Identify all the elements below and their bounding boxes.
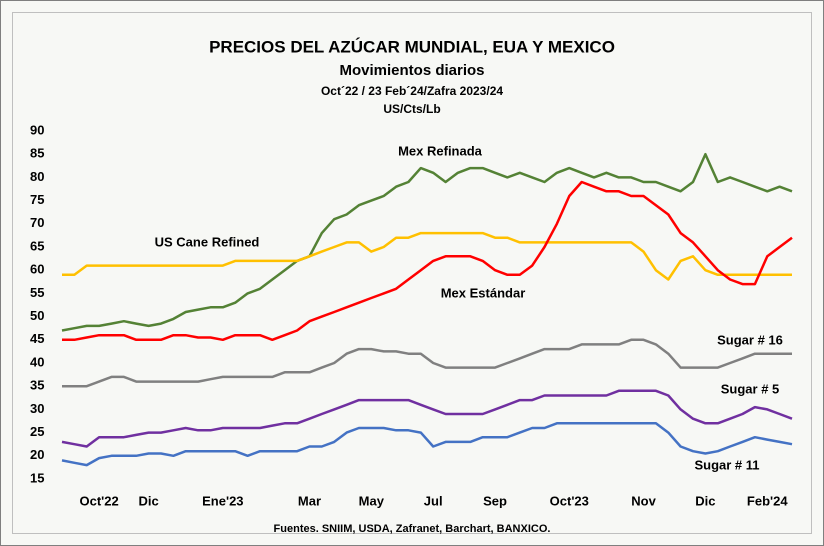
y-tick-label: 45 <box>30 331 44 346</box>
series-label: Sugar # 16 <box>717 332 783 347</box>
y-tick-label: 20 <box>30 447 44 462</box>
x-tick-label: Mar <box>298 493 321 508</box>
y-tick-label: 55 <box>30 285 44 300</box>
x-tick-label: Dic <box>138 493 158 508</box>
x-tick-label: Oct'23 <box>550 493 589 508</box>
y-tick-label: 25 <box>30 424 44 439</box>
series-label: Mex Refinada <box>398 143 483 158</box>
series-label: US Cane Refined <box>155 234 260 249</box>
series-line <box>61 422 793 467</box>
x-tick-label: Dic <box>695 493 715 508</box>
x-tick-label: Oct'22 <box>80 493 119 508</box>
y-tick-label: 65 <box>30 238 44 253</box>
series-line <box>61 389 793 448</box>
series-label: Sugar # 5 <box>721 381 780 396</box>
y-tick-label: 60 <box>30 262 44 277</box>
y-tick-label: 50 <box>30 308 44 323</box>
period: Oct´22 / 23 Feb´24/Zafra 2023/24 <box>321 84 503 98</box>
series-line <box>62 231 792 281</box>
source: Fuentes. SNIIM, USDA, Zafranet, Barchart… <box>274 523 551 535</box>
x-tick-label: Ene'23 <box>202 493 243 508</box>
x-tick-label: Sep <box>483 493 507 508</box>
series-label: Sugar # 11 <box>694 457 759 472</box>
series-line <box>62 338 792 388</box>
chart-subtitle: Movimientos diarios <box>339 62 484 79</box>
x-tick-label: Jul <box>424 493 443 508</box>
x-tick-label: Nov <box>631 493 656 508</box>
y-tick-label: 70 <box>30 215 44 230</box>
series-line <box>62 180 793 342</box>
plot-frame <box>12 12 812 534</box>
series-line <box>61 152 793 332</box>
units: US/Cts/Lb <box>383 102 440 116</box>
y-tick-label: 85 <box>30 146 44 161</box>
y-tick-label: 35 <box>30 378 44 393</box>
chart-title: PRECIOS DEL AZÚCAR MUNDIAL, EUA Y MEXICO <box>209 37 615 56</box>
y-tick-label: 30 <box>30 401 44 416</box>
y-tick-label: 90 <box>30 122 44 137</box>
y-tick-label: 40 <box>30 354 44 369</box>
x-tick-label: Feb'24 <box>747 493 788 508</box>
y-tick-label: 75 <box>30 192 44 207</box>
y-tick-label: 15 <box>30 470 44 485</box>
y-tick-label: 80 <box>30 169 44 184</box>
x-tick-label: May <box>359 493 385 508</box>
series-label: Mex Estándar <box>441 285 526 300</box>
